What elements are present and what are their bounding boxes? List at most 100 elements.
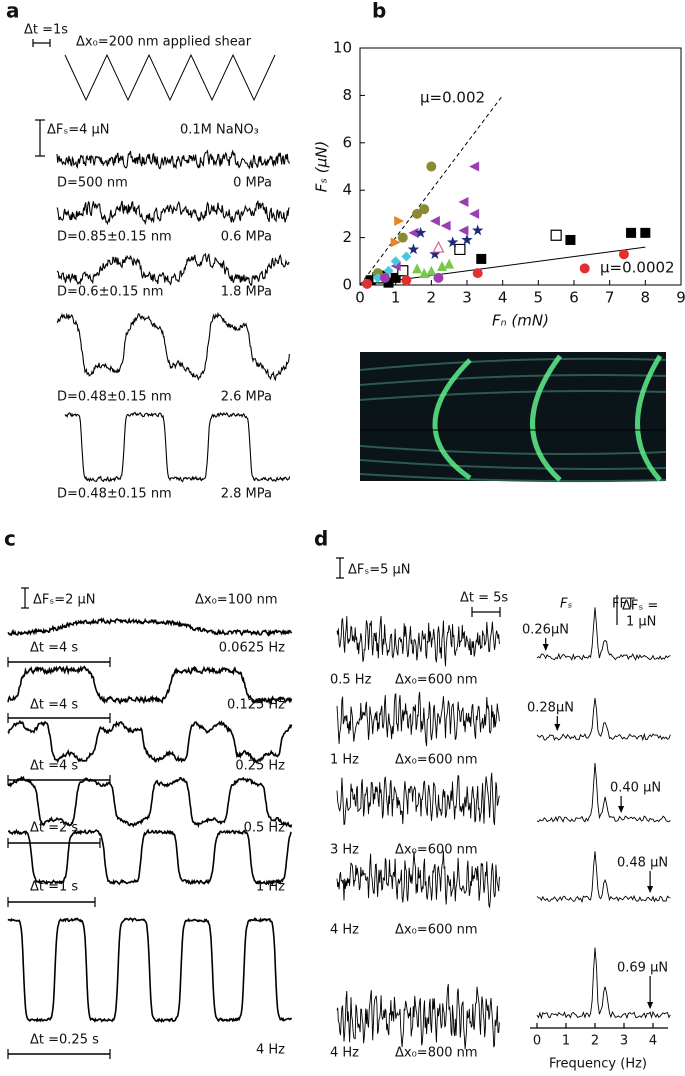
point: [408, 227, 419, 238]
label: 0.1M NaNO₃: [180, 123, 259, 138]
label: 4 Hz: [256, 1043, 285, 1058]
arrow-head: [554, 724, 561, 731]
point: [407, 243, 420, 255]
shear-wave: [64, 53, 276, 102]
y-tick-label: 10: [333, 39, 352, 57]
label: D=500 nm: [57, 176, 128, 191]
point: [419, 204, 430, 215]
label: 0.48 μN: [617, 856, 668, 871]
point: [372, 272, 383, 283]
point: [379, 272, 390, 283]
label: ΔFₛ=4 μN: [47, 123, 110, 138]
x-tick-label: 8: [641, 289, 651, 307]
tick-label: 0: [533, 1034, 541, 1049]
y-tick-label: 4: [342, 181, 352, 199]
label: ΔFₛ=2 μN: [33, 593, 96, 608]
fit-line: [359, 95, 504, 286]
tick-label: 1: [562, 1034, 570, 1049]
label: Δt =4 s: [30, 698, 78, 713]
fft-trace: [536, 762, 671, 823]
label: 0.5 Hz: [244, 821, 286, 836]
tick-label: 2: [591, 1034, 599, 1049]
label: Δx₀=100 nm: [195, 593, 278, 608]
x-tick-label: 2: [427, 289, 437, 307]
point: [394, 216, 405, 227]
x-tick-label: 1: [391, 289, 401, 307]
label: D=0.85±0.15 nm: [57, 230, 172, 245]
y-tick-label: 0: [342, 276, 352, 294]
point: [412, 208, 423, 219]
label: 0.6 MPa: [221, 230, 272, 245]
point: [626, 227, 637, 238]
x-tick-label: 6: [569, 289, 579, 307]
point: [401, 275, 412, 286]
point: [565, 234, 576, 245]
point: [440, 220, 451, 231]
trace: [7, 664, 293, 706]
trace: [7, 719, 293, 764]
label: Δt =1s: [24, 23, 68, 38]
label: Δx₀=600 nm: [395, 753, 478, 768]
y-tick-label: 6: [342, 133, 352, 151]
point: [362, 278, 373, 289]
y-tick-label: 8: [342, 86, 352, 104]
x-tick-label: 3: [462, 289, 472, 307]
point: [433, 272, 444, 283]
label: 0.26μN: [522, 623, 569, 638]
axis-label: Frequency (Hz): [549, 1057, 647, 1072]
point: [390, 237, 401, 248]
fft-trace: [536, 607, 671, 661]
label: Fₛ: [560, 597, 572, 612]
label: FFT: [612, 597, 635, 612]
label: 2.8 MPa: [221, 487, 272, 502]
fft-trace: [536, 697, 671, 742]
fft-trace: [536, 851, 671, 904]
point: [444, 258, 455, 269]
annotation: μ=0.002: [420, 89, 485, 107]
label: 1.8 MPa: [221, 285, 272, 300]
point: [412, 263, 423, 274]
point: [472, 268, 483, 279]
trace: [7, 917, 293, 1023]
tick-label: 4: [649, 1034, 657, 1049]
point: [618, 249, 629, 260]
trace: [56, 149, 290, 170]
label: 1 Hz: [256, 880, 285, 895]
trace: [8, 828, 293, 886]
trace: [7, 617, 293, 637]
point: [390, 256, 401, 267]
label: 0.69 μN: [617, 961, 668, 976]
point: [469, 208, 480, 219]
label: 0 MPa: [233, 176, 272, 191]
x-tick-label: 5: [534, 289, 544, 307]
point: [401, 251, 412, 262]
panel-label: d: [314, 527, 328, 551]
fft-trace: [536, 947, 671, 1020]
trace: [336, 772, 500, 826]
point: [461, 234, 473, 245]
panel-label: b: [372, 0, 386, 23]
label: 4 Hz: [330, 1046, 359, 1061]
trace: [56, 252, 290, 286]
point: [469, 161, 480, 172]
plot-frame: [359, 47, 682, 286]
y-tick-label: 2: [342, 228, 352, 246]
point: [458, 225, 469, 236]
label: 0.28μN: [527, 701, 574, 716]
trace: [7, 775, 293, 829]
arrow-head: [647, 1002, 654, 1009]
label: 0.25 Hz: [235, 759, 285, 774]
arrow-head: [618, 806, 625, 813]
label: 1 μN: [626, 615, 656, 630]
x-tick-label: 9: [676, 289, 685, 307]
point: [426, 161, 437, 172]
trace: [56, 311, 290, 382]
arrow-head: [542, 644, 549, 651]
label: ΔFₛ=5 μN: [348, 563, 411, 578]
point: [432, 240, 445, 253]
point: [458, 197, 469, 208]
point: [472, 224, 484, 236]
label: 0.0625 Hz: [219, 641, 285, 656]
arrow-head: [647, 886, 654, 893]
